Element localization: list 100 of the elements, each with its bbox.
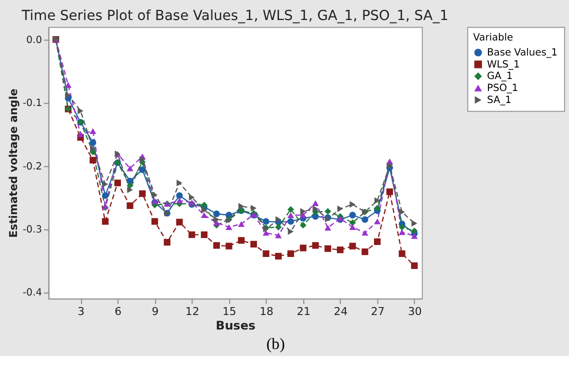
x-tick-label: 12 — [185, 304, 200, 318]
point — [188, 231, 196, 238]
point — [399, 208, 405, 216]
point — [411, 262, 418, 269]
point — [77, 131, 84, 138]
point — [412, 220, 418, 227]
point — [164, 238, 170, 246]
legend-label: Base Values_1 — [487, 48, 558, 59]
point — [126, 182, 134, 189]
point — [226, 242, 232, 250]
point — [374, 218, 381, 224]
chart-title: Time Series Plot of Base Values_1, WLS_1, GA_1, PSO_1, SA_1 — [20, 8, 448, 24]
point — [102, 192, 109, 199]
point — [300, 208, 306, 215]
point — [127, 186, 133, 194]
y-tick-label: -0.4 — [22, 288, 42, 299]
point — [176, 218, 183, 226]
point — [213, 210, 220, 218]
point — [362, 216, 368, 223]
point — [140, 156, 146, 163]
point — [300, 212, 306, 218]
point — [287, 250, 294, 257]
point — [152, 192, 158, 198]
legend-label: SA_1 — [487, 94, 512, 106]
point — [262, 218, 270, 225]
point — [398, 250, 406, 257]
point — [336, 246, 344, 254]
point — [139, 190, 146, 197]
point — [398, 224, 406, 230]
point — [250, 204, 257, 212]
point — [213, 242, 220, 249]
x-tick-label: 6 — [114, 304, 122, 318]
point — [349, 212, 356, 218]
point — [64, 82, 72, 88]
y-axis-title: Estimated voltage angle — [6, 88, 20, 238]
point — [238, 237, 245, 244]
point — [78, 108, 84, 114]
point — [350, 201, 356, 208]
y-tick-label: -0.1 — [22, 98, 42, 110]
point — [65, 92, 72, 98]
point — [275, 224, 282, 230]
y-tick-label: 0.0 — [26, 34, 42, 46]
point — [262, 230, 270, 236]
point — [374, 204, 381, 212]
point — [337, 205, 344, 212]
point — [250, 240, 257, 248]
point — [238, 202, 244, 210]
legend-label: GA_1 — [487, 71, 513, 82]
point — [200, 231, 208, 238]
y-tick-label: -0.2 — [22, 161, 42, 172]
x-tick-label: 9 — [152, 304, 159, 318]
point — [90, 128, 96, 134]
point — [287, 218, 294, 225]
point — [214, 216, 220, 223]
point — [90, 156, 96, 164]
x-tick-label: 27 — [370, 304, 385, 318]
point — [300, 222, 306, 229]
x-tick-label: 3 — [78, 304, 85, 318]
point — [201, 206, 208, 214]
point — [238, 221, 245, 227]
point — [90, 139, 96, 146]
point — [275, 232, 282, 238]
point — [312, 200, 319, 206]
point — [362, 248, 368, 256]
point — [411, 233, 418, 239]
text: (b) — [266, 336, 285, 353]
point — [126, 202, 134, 209]
point — [349, 219, 356, 226]
legend-label: WLS_1 — [487, 59, 520, 70]
point — [213, 220, 220, 226]
point — [114, 180, 121, 186]
y-tick-label: -0.3 — [22, 224, 42, 236]
point — [151, 218, 158, 225]
point — [200, 212, 208, 218]
point — [102, 218, 109, 225]
point — [324, 245, 332, 252]
x-tick-label: 15 — [222, 304, 236, 318]
point — [349, 242, 356, 250]
point — [90, 145, 96, 152]
point — [176, 180, 182, 186]
legend-label: PSO_1 — [487, 83, 518, 94]
point — [374, 197, 380, 204]
point — [276, 216, 282, 223]
legend-title: Variable — [473, 32, 514, 44]
point — [312, 205, 318, 212]
point — [226, 224, 232, 230]
x-tick-label: 21 — [296, 304, 311, 318]
point — [398, 229, 406, 236]
x-tick-label: 30 — [408, 304, 422, 318]
point — [312, 242, 319, 249]
point — [176, 198, 183, 204]
point — [411, 228, 418, 234]
point — [288, 228, 294, 235]
point — [139, 166, 146, 173]
point — [287, 212, 294, 218]
point — [324, 224, 332, 231]
point — [176, 192, 183, 199]
point — [374, 238, 381, 245]
point — [188, 194, 195, 201]
point — [324, 208, 332, 215]
